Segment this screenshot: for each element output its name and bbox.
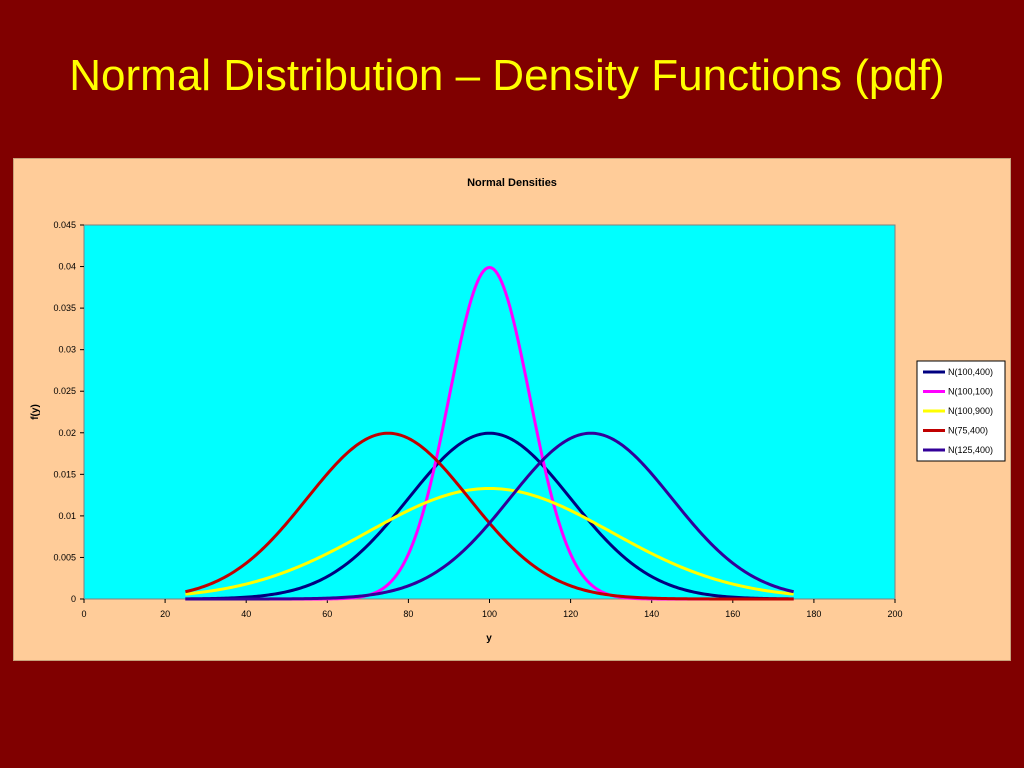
- y-tick-label: 0.02: [58, 428, 76, 438]
- slide-title: Normal Distribution – Density Functions …: [69, 51, 945, 100]
- x-axis-title: y: [486, 633, 492, 644]
- legend-label: N(100,900): [948, 406, 993, 416]
- legend-label: N(75,400): [948, 426, 988, 436]
- plot-area: [83, 224, 896, 600]
- x-tick-label: 180: [806, 609, 821, 619]
- x-tick-label: 100: [482, 609, 497, 619]
- axes: 0 20 40 60 80 100 120 140 160 180 200 0 0.005 0.01 0.0…: [53, 220, 902, 619]
- y-tick-label: 0.015: [53, 469, 76, 479]
- y-tick-label: 0.04: [58, 262, 76, 272]
- x-tick-label: 0: [81, 609, 86, 619]
- legend-label: N(125,400): [948, 445, 993, 455]
- normal-densities-chart: Normal Densities 0 20 40 60 80 100 120 140 160 18…: [30, 177, 1006, 644]
- x-tick-label: 60: [322, 609, 332, 619]
- x-tick-label: 20: [160, 609, 170, 619]
- y-tick-label: 0.045: [53, 220, 76, 230]
- chart-title: Normal Densities: [467, 177, 557, 189]
- y-tick-label: 0.03: [58, 345, 76, 355]
- legend-label: N(100,400): [948, 367, 993, 377]
- series-lines: [185, 265, 794, 601]
- y-tick-label: 0: [71, 594, 76, 604]
- x-tick-label: 80: [403, 609, 413, 619]
- y-tick-label: 0.035: [53, 303, 76, 313]
- x-tick-label: 200: [887, 609, 902, 619]
- y-tick-label: 0.025: [53, 386, 76, 396]
- series-line-n-100-400: [185, 431, 794, 601]
- y-tick-label: 0.005: [53, 552, 76, 562]
- x-tick-label: 140: [644, 609, 659, 619]
- y-axis-title: f(y): [30, 404, 41, 420]
- x-tick-label: 160: [725, 609, 740, 619]
- legend-label: N(100,100): [948, 387, 993, 397]
- x-tick-label: 40: [241, 609, 251, 619]
- legend: N(100,400) N(100,100) N(100,900) N(75,400) N…: [916, 360, 1006, 462]
- y-tick-label: 0.01: [58, 511, 76, 521]
- chart-panel: Normal Densities 0 20 40 60 80 100 120 140 160 18…: [13, 158, 1011, 661]
- series-line-n-100-900: [185, 486, 794, 596]
- series-line-n-125-400: [185, 431, 794, 601]
- x-tick-label: 120: [563, 609, 578, 619]
